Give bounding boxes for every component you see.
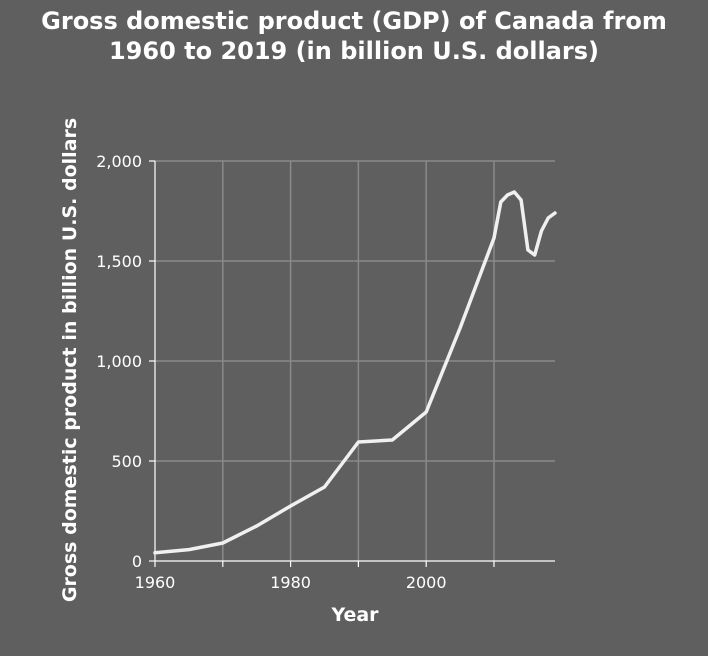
y-tick-label: 1,500 xyxy=(96,252,142,271)
y-tick-label: 0 xyxy=(132,552,142,571)
grid-lines xyxy=(155,160,555,561)
y-tick-label: 500 xyxy=(111,452,142,471)
chart-title-line-2: 1960 to 2019 (in billion U.S. dollars) xyxy=(109,37,599,65)
y-axis-label: Gross domestic product in billion U.S. d… xyxy=(59,118,81,602)
x-tick-label: 2000 xyxy=(406,573,447,592)
series-line xyxy=(153,190,557,555)
chart-title-line-1: Gross domestic product (GDP) of Canada f… xyxy=(41,7,667,35)
x-tick-labels: 1960 1980 2000 xyxy=(135,573,447,592)
x-axis-label: Year xyxy=(330,604,379,626)
y-tick-label: 1,000 xyxy=(96,352,142,371)
tick-marks xyxy=(149,160,495,567)
y-tick-label: 2,000 xyxy=(96,152,142,171)
x-tick-label: 1960 xyxy=(135,573,176,592)
x-tick-label: 1980 xyxy=(270,573,311,592)
y-tick-labels: 0 500 1,000 1,500 2,000 xyxy=(96,152,142,571)
series-layer xyxy=(153,190,557,555)
